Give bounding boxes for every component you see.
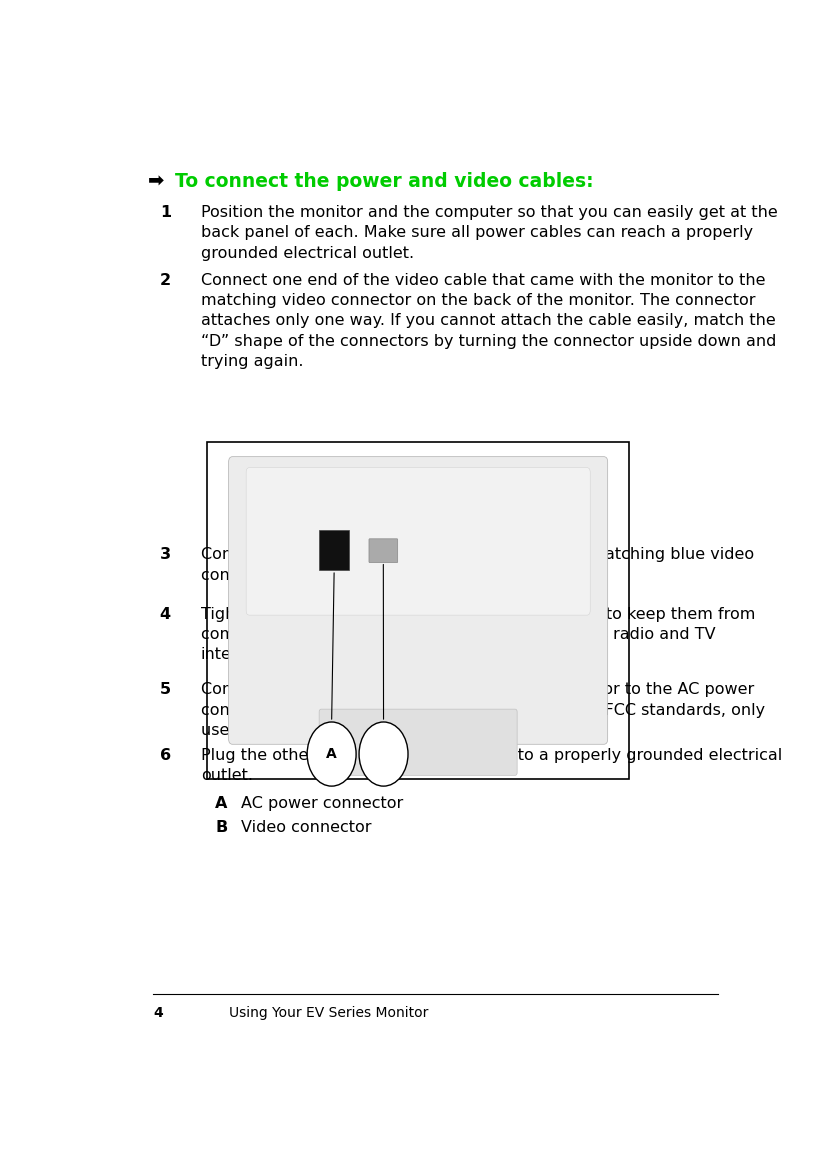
Text: Plug the other end of the power cord into a properly grounded electrical
outlet.: Plug the other end of the power cord int… [201, 748, 782, 783]
Text: Tighten the screws on the video cable connectors to keep them from
coming loose.: Tighten the screws on the video cable co… [201, 607, 755, 663]
Text: 6: 6 [160, 748, 171, 763]
Text: ➡: ➡ [148, 172, 165, 191]
Text: Connect one end of the video cable that came with the monitor to the
matching vi: Connect one end of the video cable that … [201, 272, 776, 369]
Text: 4: 4 [153, 1007, 163, 1021]
Text: Connect the power cord that came with the monitor to the AC power
connector at t: Connect the power cord that came with th… [201, 683, 765, 738]
Text: AC power connector: AC power connector [241, 796, 403, 810]
FancyBboxPatch shape [319, 530, 350, 570]
Text: To connect the power and video cables:: To connect the power and video cables: [174, 172, 593, 191]
Text: Connect the other end of the video cable to the matching blue video
connector on: Connect the other end of the video cable… [201, 547, 753, 582]
Text: 4: 4 [160, 607, 171, 622]
FancyBboxPatch shape [207, 442, 629, 780]
Text: B: B [215, 819, 228, 835]
FancyBboxPatch shape [319, 710, 517, 775]
FancyBboxPatch shape [247, 468, 590, 615]
Text: A: A [215, 796, 228, 810]
Text: 5: 5 [160, 683, 171, 697]
Text: 3: 3 [160, 547, 171, 562]
Ellipse shape [307, 722, 356, 786]
Text: 2: 2 [160, 272, 171, 288]
Text: Using Your EV Series Monitor: Using Your EV Series Monitor [229, 1007, 428, 1021]
Text: 1: 1 [160, 205, 171, 220]
FancyBboxPatch shape [229, 457, 608, 745]
Text: A: A [326, 747, 337, 761]
Ellipse shape [359, 722, 408, 786]
Text: Video connector: Video connector [241, 819, 371, 835]
FancyBboxPatch shape [369, 539, 398, 562]
Text: Position the monitor and the computer so that you can easily get at the
back pan: Position the monitor and the computer so… [201, 205, 777, 261]
